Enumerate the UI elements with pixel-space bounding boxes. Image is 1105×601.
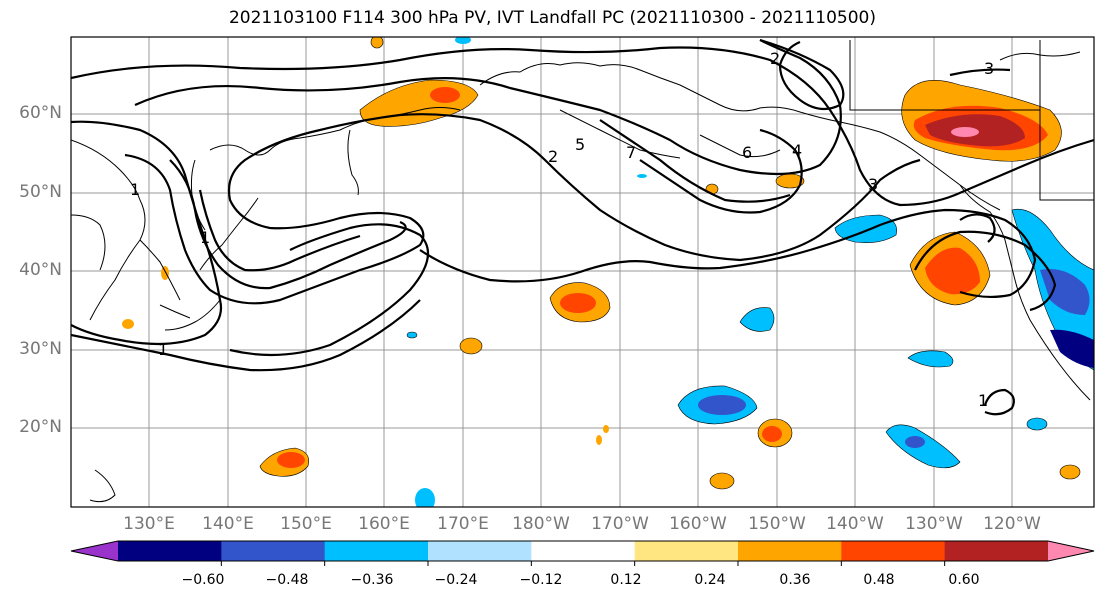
colorbar-tick-label: −0.60: [181, 572, 225, 588]
colorbar-tick-label: −0.48: [265, 572, 309, 588]
lon-label: 160°W: [669, 514, 727, 534]
contour-label: 1: [158, 340, 168, 359]
lat-label: 20°N: [19, 417, 62, 437]
lon-label: 170°W: [591, 514, 649, 534]
contour-label: 2: [770, 49, 780, 68]
lat-label: 50°N: [19, 182, 62, 202]
contour-labels: 1 1 2 2 3 3 4 5 6 7 1 1: [130, 49, 994, 410]
colorbar-outline: [70, 540, 1095, 562]
lon-label: 120°W: [983, 514, 1041, 534]
lon-label: 180°W: [512, 514, 570, 534]
lon-label: 140°W: [826, 514, 884, 534]
colorbar-segment: [841, 541, 946, 561]
colorbar-segment: [531, 541, 636, 561]
colorbar-tick-label: −0.36: [350, 572, 394, 588]
plot-frame: [70, 36, 1095, 508]
lon-label: 150°W: [748, 514, 806, 534]
contour-label: 7: [626, 143, 636, 162]
contour-label: 1: [200, 228, 210, 247]
lat-label: 60°N: [19, 103, 62, 123]
colorbar-tick-label: 0.24: [694, 572, 726, 588]
lon-label: 160°E: [358, 514, 410, 534]
contour-label: 1: [978, 391, 988, 410]
lon-label: 170°E: [437, 514, 489, 534]
lon-label: 140°E: [202, 514, 254, 534]
colorbar-tick-label: 0.60: [948, 572, 980, 588]
colorbar-segment: [428, 541, 532, 561]
pv-contours: [71, 38, 1094, 416]
contour-label: 4: [792, 141, 802, 160]
contour-label: 1: [130, 180, 140, 199]
lon-label: 130°W: [905, 514, 963, 534]
contour-label: 3: [868, 175, 878, 194]
colorbar-segment: [118, 541, 222, 561]
colorbar-tick-label: −0.24: [434, 572, 478, 588]
colorbar-segment: [324, 541, 429, 561]
colorbar-segment: [221, 541, 326, 561]
colorbar-tick-label: 0.36: [779, 572, 811, 588]
contour-label: 3: [984, 59, 994, 78]
lat-label: 30°N: [19, 339, 62, 359]
colorbar-segment: [944, 541, 1049, 561]
colorbar: [70, 540, 1095, 566]
colorbar-extend-max: [1048, 541, 1094, 561]
contour-label: 5: [575, 135, 585, 154]
colorbar-extend-min: [71, 541, 118, 561]
colorbar-tick-label: −0.12: [519, 572, 563, 588]
colorbar-segment: [738, 541, 842, 561]
contour-label: 2: [548, 147, 558, 166]
colorbar-segment: [634, 541, 739, 561]
lat-label: 40°N: [19, 260, 62, 280]
colorbar-tick-label: 0.48: [863, 572, 895, 588]
lon-label: 130°E: [123, 514, 175, 534]
coastlines: [71, 40, 1094, 503]
contour-label: 6: [742, 143, 752, 162]
colorbar-tick-label: 0.12: [610, 572, 642, 588]
lon-label: 150°E: [280, 514, 332, 534]
map-title: 2021103100 F114 300 hPa PV, IVT Landfall…: [228, 8, 876, 28]
